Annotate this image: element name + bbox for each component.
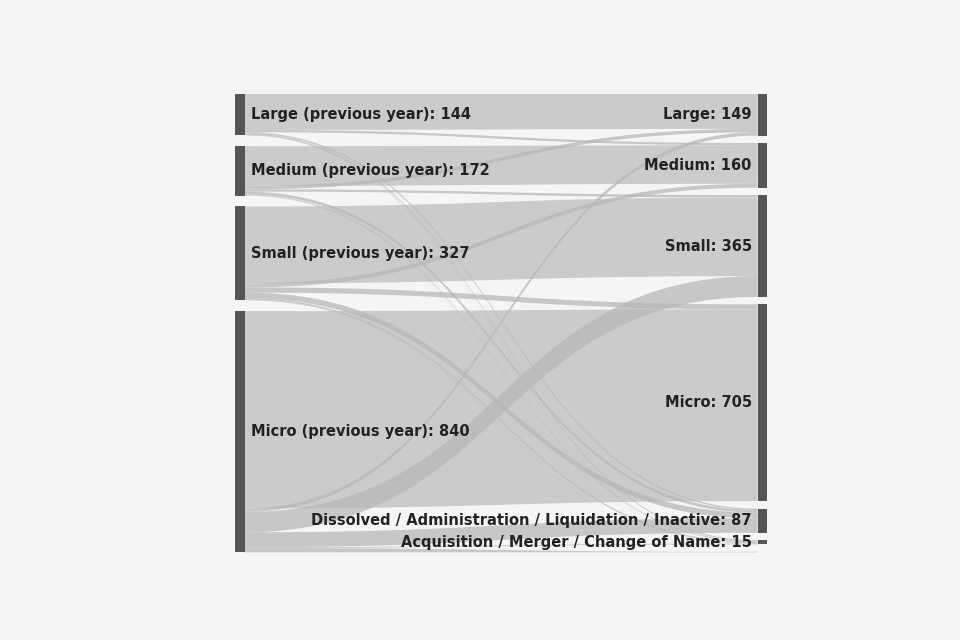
Polygon shape <box>245 195 757 552</box>
Text: Micro: 705: Micro: 705 <box>664 396 752 410</box>
Polygon shape <box>245 197 757 284</box>
Bar <box>235 94 245 136</box>
Polygon shape <box>245 184 757 287</box>
Text: Small (previous year): 327: Small (previous year): 327 <box>251 246 469 261</box>
Bar <box>757 305 767 501</box>
Polygon shape <box>245 548 757 552</box>
Text: Dissolved / Administration / Liquidation / Inactive: 87: Dissolved / Administration / Liquidation… <box>311 513 752 528</box>
Polygon shape <box>245 145 757 186</box>
Bar <box>757 195 767 297</box>
Polygon shape <box>245 518 757 547</box>
Polygon shape <box>245 129 757 189</box>
Text: Medium (previous year): 172: Medium (previous year): 172 <box>251 163 490 179</box>
Polygon shape <box>245 292 757 518</box>
Polygon shape <box>245 135 757 552</box>
Bar <box>757 509 767 533</box>
Polygon shape <box>245 300 757 552</box>
Bar <box>235 207 245 300</box>
Polygon shape <box>245 130 757 145</box>
Polygon shape <box>245 132 757 510</box>
Polygon shape <box>245 195 757 542</box>
Polygon shape <box>245 543 757 548</box>
Text: Acquisition / Merger / Change of Name: 15: Acquisition / Merger / Change of Name: 1… <box>400 535 752 550</box>
Polygon shape <box>245 132 757 512</box>
Text: Large: 149: Large: 149 <box>663 108 752 122</box>
Polygon shape <box>245 298 757 543</box>
Bar <box>757 143 767 188</box>
Bar <box>757 540 767 545</box>
Bar <box>235 311 245 552</box>
Polygon shape <box>245 309 757 508</box>
Text: Large (previous year): 144: Large (previous year): 144 <box>251 108 471 122</box>
Text: Micro (previous year): 840: Micro (previous year): 840 <box>251 424 469 439</box>
Text: Medium: 160: Medium: 160 <box>644 158 752 173</box>
Polygon shape <box>245 287 757 309</box>
Polygon shape <box>245 189 757 197</box>
Bar <box>235 146 245 196</box>
Polygon shape <box>245 134 757 541</box>
Text: Small: 365: Small: 365 <box>664 239 752 253</box>
Polygon shape <box>245 94 757 130</box>
Polygon shape <box>245 276 757 532</box>
Bar <box>757 94 767 136</box>
Polygon shape <box>245 191 757 513</box>
